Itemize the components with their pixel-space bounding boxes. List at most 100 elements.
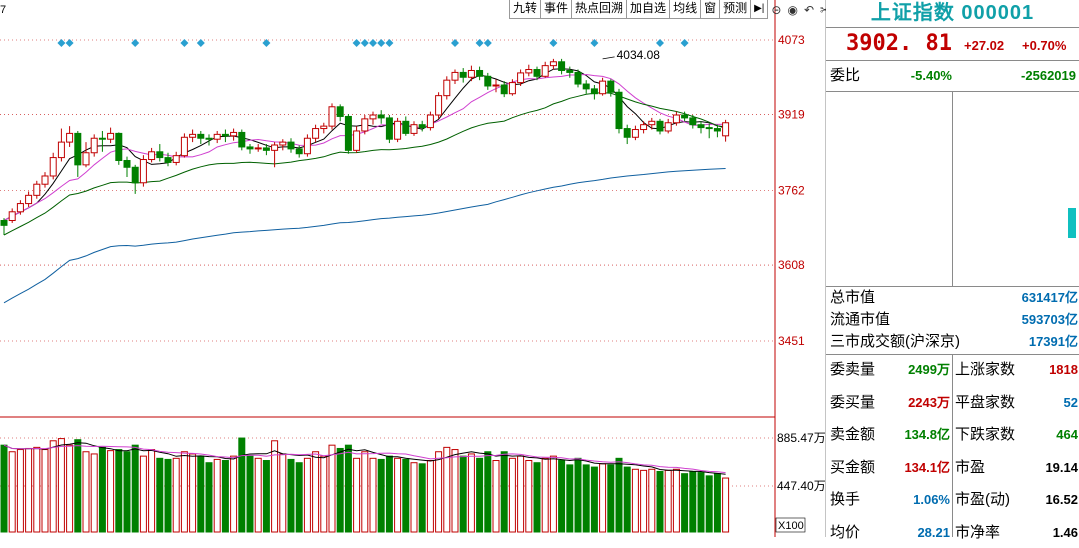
- volume-bar: [246, 455, 254, 533]
- volume-bar: [90, 453, 98, 533]
- volume-bar: [98, 446, 106, 533]
- candle-body: [599, 80, 607, 95]
- candle-body: [664, 122, 672, 132]
- volume-bar: [508, 457, 516, 533]
- volume-bar: [631, 468, 639, 533]
- eye-icon[interactable]: ◉: [787, 2, 798, 17]
- volume-bar: [697, 472, 705, 533]
- candle-body: [541, 65, 549, 77]
- candle-body: [558, 61, 566, 71]
- candle-body: [0, 220, 8, 226]
- ma-button[interactable]: 均线: [669, 0, 702, 19]
- candle-body: [615, 91, 623, 130]
- candle-body: [648, 120, 656, 126]
- hotspot-review-button[interactable]: 热点回溯: [571, 0, 628, 19]
- order-value-left: 134.1亿: [904, 459, 950, 475]
- scissors-icon[interactable]: ✂: [820, 3, 830, 17]
- price-tick-label: 4073: [778, 33, 805, 47]
- event-marker-icon: [65, 39, 74, 47]
- candle-body: [221, 133, 229, 137]
- volume-bar: [492, 460, 500, 533]
- candle-body: [131, 166, 139, 184]
- candle-body: [459, 71, 467, 78]
- arrow-icon[interactable]: ▶|: [750, 0, 769, 19]
- volume-bar: [82, 451, 90, 533]
- volume-bar: [25, 447, 33, 533]
- volume-bar: [271, 440, 279, 533]
- volume-bar: [599, 463, 607, 533]
- volume-bar: [344, 444, 352, 533]
- market-row: 流通市值 593703亿: [826, 309, 1079, 331]
- order-value-right: 16.52: [1045, 492, 1078, 507]
- candle-body: [451, 71, 459, 81]
- volume-bar: [262, 460, 270, 533]
- undo-icon[interactable]: ↶: [803, 2, 815, 17]
- volume-bar: [238, 437, 246, 533]
- event-button[interactable]: 事件: [540, 0, 573, 19]
- volume-bar: [49, 440, 57, 533]
- volume-bar: [336, 447, 344, 533]
- kline-chart[interactable]: 4073 3919 3762 3608 3451 885.47万 447.40万 X100 7 4…: [0, 0, 826, 537]
- volume-bar: [558, 460, 566, 533]
- candle-body: [640, 124, 648, 131]
- volume-bar: [131, 444, 139, 533]
- volume-bar: [287, 458, 295, 533]
- order-value-left: 28.21: [917, 524, 950, 540]
- order-label-left: 换手: [830, 491, 861, 508]
- price-change-pct: +0.70%: [1022, 38, 1067, 53]
- volume-bar: [549, 455, 557, 533]
- order-row: 卖金额 134.8亿 下跌家数 464: [826, 420, 1079, 450]
- price-tick-label: 3451: [778, 334, 805, 348]
- current-price: 3902. 81: [846, 31, 952, 56]
- event-marker-icon: [656, 39, 664, 47]
- add-watchlist-button[interactable]: 加自选: [626, 0, 671, 19]
- candle-body: [33, 183, 41, 196]
- candle-body: [148, 151, 156, 161]
- candle-body: [426, 114, 434, 129]
- volume-bar: [385, 455, 393, 533]
- volume-ratio-indicator: [1068, 208, 1076, 238]
- candle-body: [549, 61, 557, 67]
- event-marker-icon: [360, 39, 369, 47]
- candle-body: [484, 75, 492, 87]
- candle-body: [271, 144, 279, 151]
- volume-bar: [16, 449, 24, 533]
- jiuzhuan-button[interactable]: 九转: [509, 0, 542, 19]
- order-row: 委卖量 2499万 上涨家数 1818: [826, 355, 1079, 385]
- candle-body: [631, 129, 639, 138]
- market-value: 631417亿: [1021, 290, 1078, 305]
- window-button[interactable]: 窗: [700, 0, 721, 19]
- candle-body: [476, 69, 484, 77]
- drawing-icon[interactable]: ⊝: [771, 2, 782, 17]
- candle-body: [508, 82, 516, 95]
- candle-body: [525, 69, 533, 74]
- candle-body: [197, 133, 205, 139]
- event-marker-icon: [131, 39, 140, 47]
- candle-body: [500, 84, 508, 95]
- weibi-label: 委比: [830, 67, 861, 84]
- candle-body: [713, 128, 721, 132]
- volume-bar: [180, 451, 188, 533]
- volume-bar: [664, 469, 672, 533]
- weibi-row: 委比 -5.40% -2562019: [826, 61, 1079, 91]
- candle-body: [213, 133, 221, 140]
- candle-body: [492, 84, 500, 87]
- candle-body: [607, 80, 615, 93]
- order-value-right: 52: [1063, 394, 1078, 410]
- forecast-button[interactable]: 预测: [719, 0, 752, 19]
- candle-body: [303, 137, 311, 155]
- volume-bar: [279, 453, 287, 533]
- volume-bar: [394, 457, 402, 533]
- volume-bar: [8, 451, 16, 533]
- volume-tick-label: 447.40万: [777, 479, 826, 493]
- volume-unit-box: [775, 517, 806, 533]
- candle-body: [98, 137, 106, 140]
- volume-bar: [410, 462, 418, 533]
- volume-bar: [640, 469, 648, 533]
- candle-body: [287, 141, 295, 150]
- order-value-left: 2499万: [908, 362, 950, 377]
- order-label-right: 上涨家数: [955, 361, 1016, 378]
- volume-bar: [353, 457, 361, 533]
- volume-bar: [74, 439, 82, 533]
- volume-bar: [517, 455, 525, 533]
